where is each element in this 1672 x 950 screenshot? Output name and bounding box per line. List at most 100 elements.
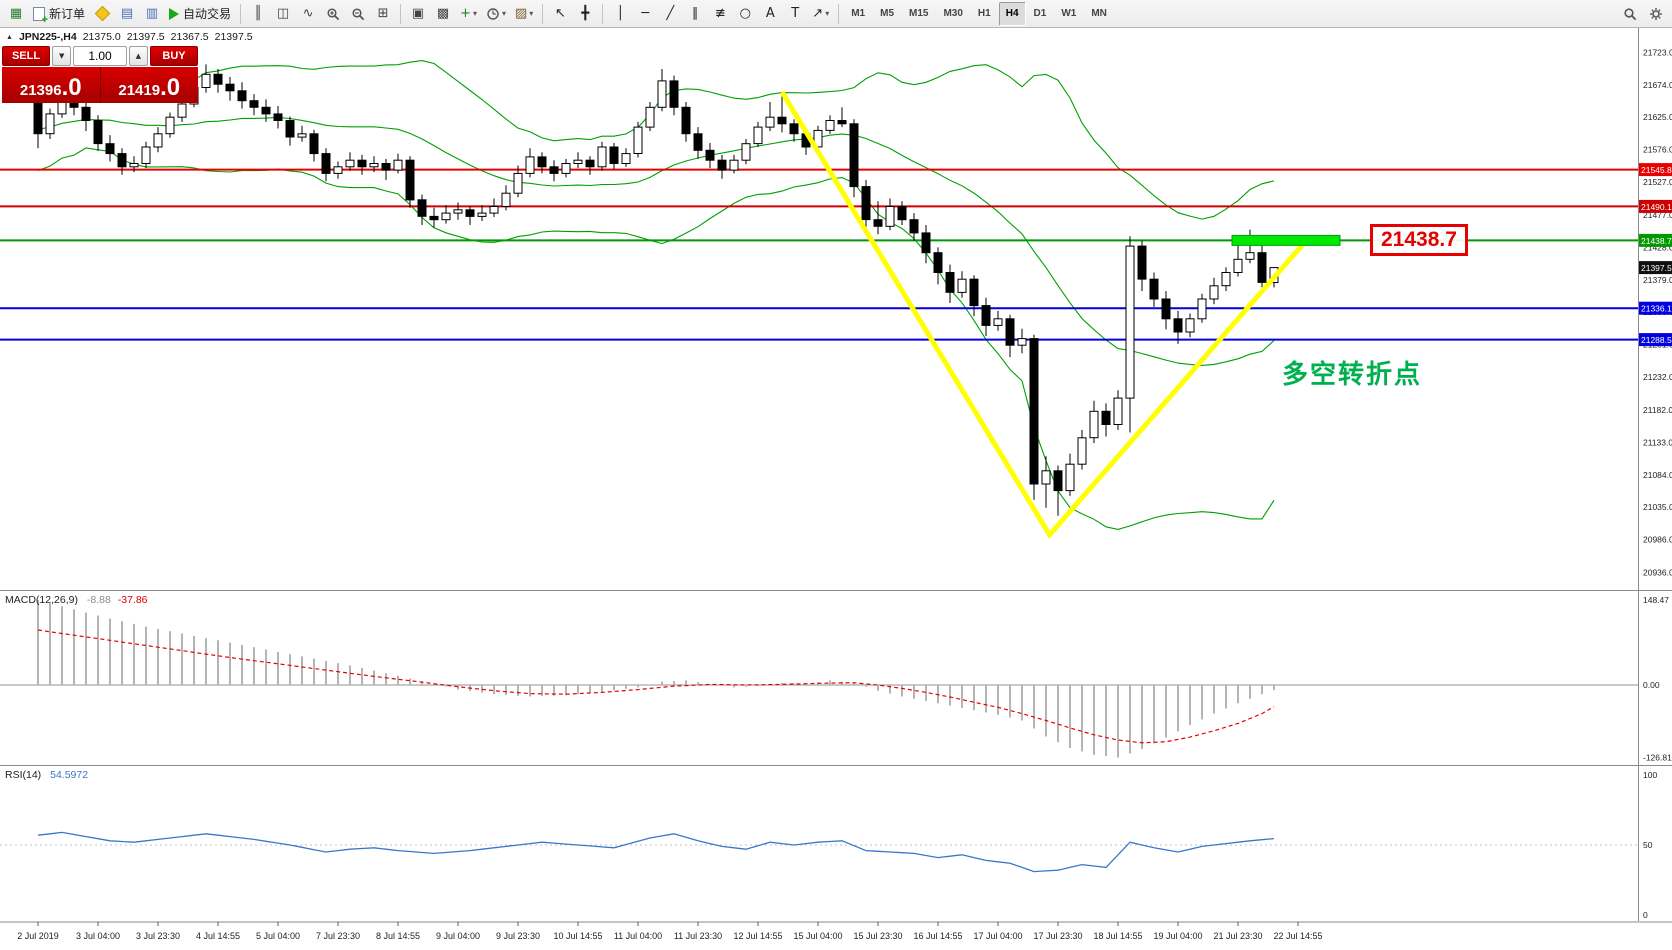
timeframe-m15-button[interactable]: M15 bbox=[909, 8, 929, 19]
periods-button[interactable]: ▾ bbox=[482, 2, 510, 26]
grid-button[interactable]: ⊞ bbox=[371, 2, 395, 26]
autotrading-label: 自动交易 bbox=[183, 7, 232, 21]
timeframe-h1-button[interactable]: H1 bbox=[977, 8, 991, 19]
volume-input[interactable] bbox=[73, 46, 127, 66]
template-icon: ▨ bbox=[514, 6, 528, 21]
channel-button[interactable]: ∥ bbox=[683, 2, 707, 26]
sell-price[interactable]: 21396 .0 bbox=[2, 67, 101, 103]
chart-canvas[interactable]: 21723.0 21674.0 21625.0 21576.0 21527.0 21477… bbox=[0, 28, 1672, 950]
toolbar-separator bbox=[838, 3, 840, 24]
text-button[interactable]: A bbox=[758, 2, 782, 26]
time-axis-label: 5 Jul 04:00 bbox=[256, 931, 300, 941]
profiles-button[interactable]: ▤ bbox=[115, 2, 139, 26]
candle-body bbox=[681, 106, 691, 135]
price-callout-label[interactable]: 21438.7 bbox=[1370, 224, 1468, 256]
horizontal-line-button[interactable]: ─ bbox=[633, 2, 657, 26]
candle-body bbox=[1233, 258, 1243, 274]
cursor-button[interactable]: ↖ bbox=[548, 2, 572, 26]
candle-body bbox=[777, 116, 787, 125]
settings-button[interactable] bbox=[1644, 2, 1668, 26]
chevron-down-icon: ▾ bbox=[472, 9, 477, 18]
price-tag bbox=[1639, 301, 1672, 315]
text-label-button[interactable]: T bbox=[783, 2, 807, 26]
clock-icon bbox=[486, 7, 500, 21]
candle-body bbox=[1101, 410, 1111, 425]
rsi-value: 54.5972 bbox=[50, 769, 89, 781]
buy-price[interactable]: 21419 .0 bbox=[100, 67, 198, 103]
candle-body bbox=[117, 153, 127, 168]
buy-button[interactable]: BUY bbox=[150, 46, 198, 66]
v-reversal-trendline[interactable] bbox=[779, 90, 1312, 540]
candle-body bbox=[297, 133, 307, 138]
candlestick-chart-button[interactable]: ◫ bbox=[271, 2, 295, 26]
macd-signal-value: -37.86 bbox=[117, 594, 148, 606]
price-tag bbox=[1639, 199, 1672, 213]
resistance-zone-rectangle[interactable] bbox=[1231, 234, 1341, 246]
candle-body bbox=[597, 146, 607, 168]
timeframe-w1-button[interactable]: W1 bbox=[1061, 8, 1077, 19]
data-window-button[interactable]: ▥ bbox=[140, 2, 164, 26]
zoom-out-button[interactable] bbox=[346, 2, 370, 26]
indicators-plus-icon: + bbox=[460, 6, 471, 21]
trendline-button[interactable]: ╱ bbox=[658, 2, 682, 26]
chart-title: ▲ JPN225-,H4 21375.0 21397.5 21367.5 213… bbox=[6, 31, 253, 43]
macd-main-value: -8.88 bbox=[86, 594, 111, 606]
candle-body bbox=[537, 156, 547, 168]
bar-chart-button[interactable]: ║ bbox=[246, 2, 270, 26]
zoom-in-button[interactable] bbox=[321, 2, 345, 26]
search-button[interactable] bbox=[1618, 2, 1642, 26]
time-axis-label: 11 Jul 04:00 bbox=[614, 931, 662, 941]
horizontal-line-icon: ─ bbox=[641, 6, 650, 21]
timeframe-h4-button[interactable]: H4 bbox=[998, 1, 1026, 26]
time-axis-label: 22 Jul 14:55 bbox=[1273, 931, 1322, 941]
turning-point-text[interactable]: 多空转折点 bbox=[1282, 359, 1423, 389]
vertical-line-button[interactable]: │ bbox=[608, 2, 632, 26]
time-axis-label: 2 Jul 2019 bbox=[17, 931, 59, 941]
candle-body bbox=[573, 159, 583, 164]
candle-body bbox=[729, 159, 739, 171]
candle-body bbox=[213, 73, 223, 85]
autotrading-button[interactable]: 自动交易 bbox=[165, 2, 235, 26]
new-chart-button[interactable]: ▦ bbox=[4, 2, 28, 26]
candle-body bbox=[513, 172, 523, 194]
price-axis-label: 21674.0 bbox=[1643, 80, 1672, 90]
candle-body bbox=[333, 166, 343, 174]
timeframe-mn-button[interactable]: MN bbox=[1091, 8, 1107, 19]
timeframe-m5-button[interactable]: M5 bbox=[880, 8, 895, 19]
price-tag-label: 21490.1 bbox=[1641, 202, 1672, 212]
time-axis-label: 7 Jul 23:30 bbox=[316, 931, 360, 941]
macd-indicator-label: MACD(12,26,9) -8.88 -37.86 bbox=[5, 594, 148, 606]
tile-windows-button[interactable]: ▣ bbox=[406, 2, 430, 26]
candle-body bbox=[1017, 338, 1027, 346]
candle-body bbox=[105, 143, 115, 155]
order-type-dropdown[interactable]: ▼ bbox=[52, 46, 72, 66]
new-order-button[interactable]: 新订单 bbox=[29, 2, 89, 26]
fibonacci-button[interactable]: ≢ bbox=[708, 2, 732, 26]
time-axis-label: 9 Jul 04:00 bbox=[436, 931, 480, 941]
search-icon bbox=[1623, 7, 1637, 21]
candle-body bbox=[141, 146, 151, 164]
indicators-button[interactable]: + ▾ bbox=[456, 2, 481, 26]
timeframe-m1-button[interactable]: M1 bbox=[851, 8, 866, 19]
price-axis-label: 21232.0 bbox=[1643, 372, 1672, 382]
candle-body bbox=[1209, 285, 1219, 300]
timeframe-m30-button[interactable]: M30 bbox=[943, 8, 963, 19]
timeframe-d1-button[interactable]: D1 bbox=[1033, 8, 1047, 19]
collapse-icon[interactable]: ▲ bbox=[6, 33, 13, 41]
favorites-button[interactable] bbox=[90, 2, 114, 26]
candle-body bbox=[741, 143, 751, 161]
volume-up-button[interactable]: ▲ bbox=[128, 46, 148, 66]
price-axis-label: 21133.0 bbox=[1643, 437, 1672, 447]
crosshair-button[interactable]: ╋ bbox=[573, 2, 597, 26]
cascade-windows-button[interactable]: ▩ bbox=[431, 2, 455, 26]
templates-button[interactable]: ▨ ▾ bbox=[511, 2, 537, 26]
sell-button[interactable]: SELL bbox=[2, 46, 50, 66]
shapes-button[interactable]: ○ bbox=[733, 2, 757, 26]
price-axis-label: 21035.0 bbox=[1643, 502, 1672, 512]
arrows-button[interactable]: ↗ ▾ bbox=[808, 2, 833, 26]
candle-body bbox=[1089, 410, 1099, 439]
line-chart-button[interactable]: ∿ bbox=[296, 2, 320, 26]
candle-body bbox=[489, 206, 499, 214]
new-order-label: 新订单 bbox=[49, 7, 86, 21]
candle-body bbox=[1113, 397, 1123, 426]
